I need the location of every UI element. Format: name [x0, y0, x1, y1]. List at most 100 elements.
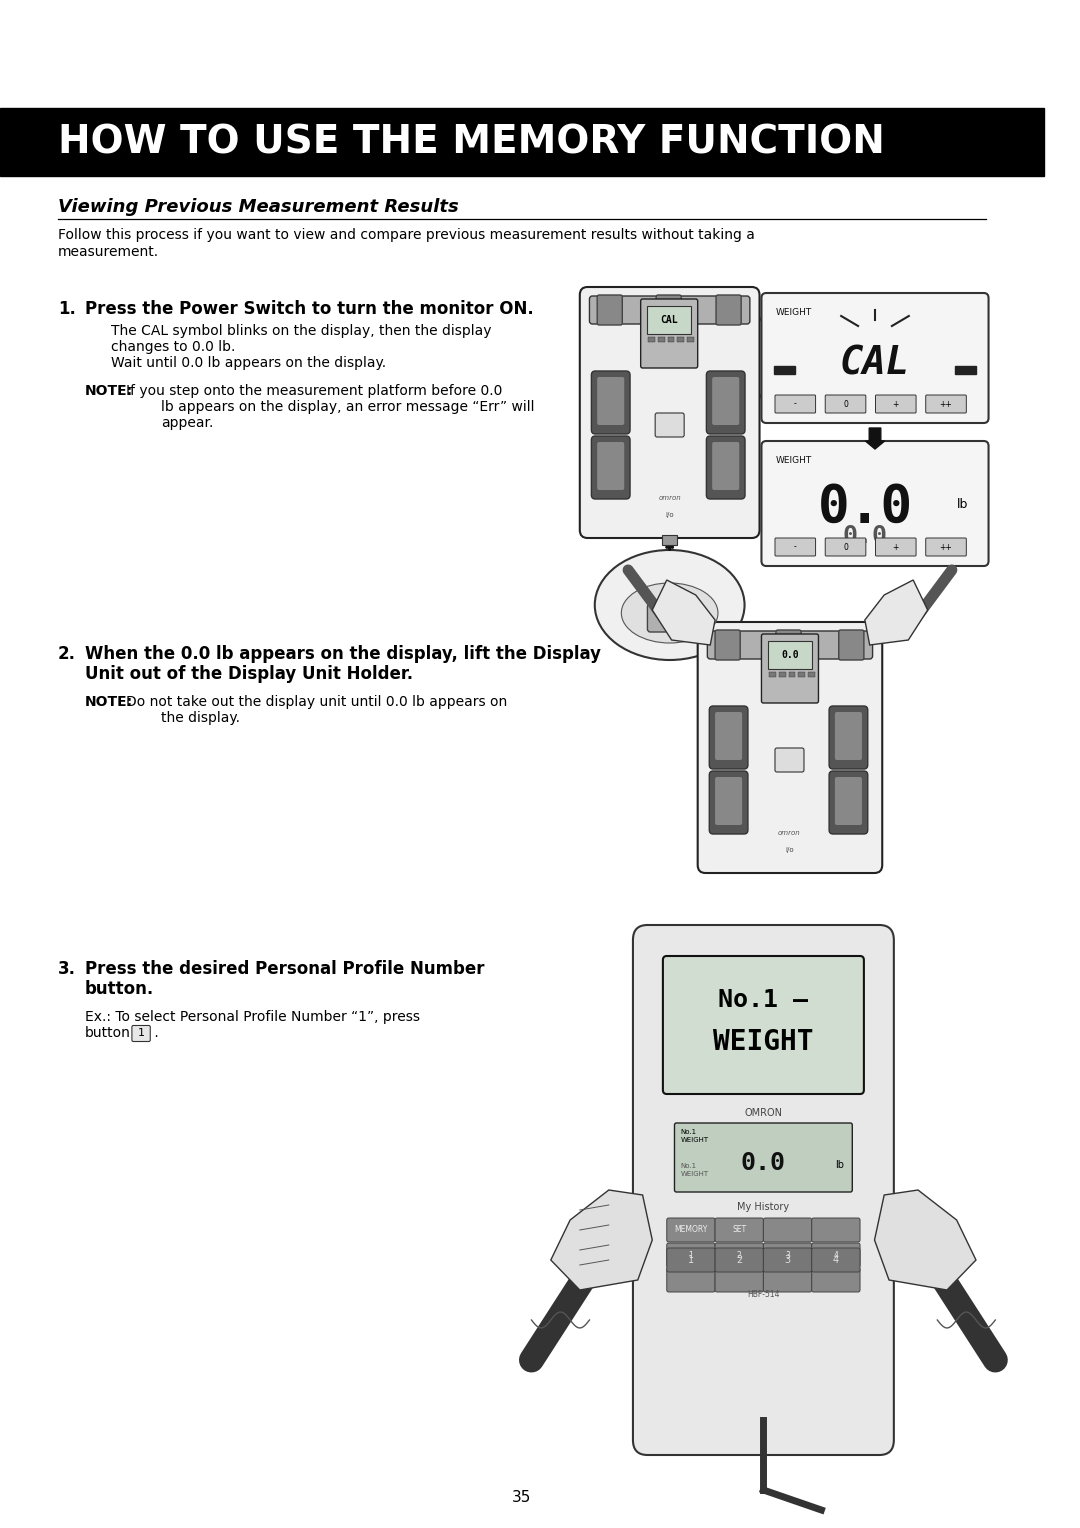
FancyBboxPatch shape — [761, 442, 988, 565]
Text: omron: omron — [778, 830, 801, 836]
Bar — [769, 672, 775, 677]
Text: The CAL symbol blinks on the display, then the display: The CAL symbol blinks on the display, th… — [111, 324, 491, 338]
Bar — [774, 367, 795, 374]
Text: MEMORY: MEMORY — [674, 1225, 707, 1235]
FancyBboxPatch shape — [775, 396, 815, 413]
Text: changes to 0.0 lb.: changes to 0.0 lb. — [111, 341, 235, 354]
Text: 35: 35 — [512, 1490, 531, 1505]
FancyBboxPatch shape — [592, 371, 630, 434]
FancyBboxPatch shape — [656, 413, 684, 437]
Text: Ex.: To select Personal Profile Number “1”, press: Ex.: To select Personal Profile Number “… — [85, 1010, 420, 1024]
Bar — [687, 338, 693, 342]
Bar — [658, 338, 665, 342]
Text: 2.: 2. — [58, 645, 76, 663]
FancyBboxPatch shape — [132, 1025, 150, 1042]
FancyBboxPatch shape — [761, 634, 819, 703]
Text: lb: lb — [957, 498, 968, 510]
Text: 0.0: 0.0 — [781, 649, 799, 660]
FancyBboxPatch shape — [710, 772, 748, 834]
FancyBboxPatch shape — [761, 293, 988, 423]
Text: 0.0: 0.0 — [842, 524, 888, 549]
Text: -: - — [794, 399, 797, 408]
Text: OMRON: OMRON — [744, 1108, 782, 1118]
FancyBboxPatch shape — [812, 1218, 860, 1242]
Text: My History: My History — [738, 1203, 789, 1212]
FancyBboxPatch shape — [706, 371, 745, 434]
FancyBboxPatch shape — [775, 630, 801, 660]
FancyBboxPatch shape — [715, 1242, 764, 1267]
FancyBboxPatch shape — [775, 749, 804, 772]
Bar — [955, 367, 976, 374]
Text: NOTE:: NOTE: — [85, 695, 133, 709]
Polygon shape — [551, 1190, 652, 1290]
FancyBboxPatch shape — [580, 287, 759, 538]
Text: HOW TO USE THE MEMORY FUNCTION: HOW TO USE THE MEMORY FUNCTION — [58, 122, 885, 160]
FancyBboxPatch shape — [926, 396, 967, 413]
Text: WEIGHT: WEIGHT — [713, 1028, 813, 1056]
Text: -: - — [794, 542, 797, 552]
Text: WEIGHT: WEIGHT — [680, 1137, 708, 1143]
Bar — [798, 672, 805, 677]
Text: 0: 0 — [843, 542, 848, 552]
Bar — [647, 306, 691, 335]
Text: CAL: CAL — [840, 344, 910, 382]
FancyBboxPatch shape — [825, 538, 866, 556]
FancyBboxPatch shape — [663, 957, 864, 1094]
Text: NOTE:: NOTE: — [85, 384, 133, 397]
Text: i/o: i/o — [665, 512, 674, 518]
FancyBboxPatch shape — [715, 1268, 764, 1293]
Text: measurement.: measurement. — [58, 244, 159, 260]
Text: No.1: No.1 — [680, 1163, 697, 1169]
FancyBboxPatch shape — [764, 1268, 812, 1293]
Text: button.: button. — [85, 979, 154, 998]
FancyBboxPatch shape — [926, 538, 967, 556]
Text: +: + — [892, 542, 899, 552]
FancyBboxPatch shape — [647, 604, 692, 633]
FancyBboxPatch shape — [657, 295, 681, 325]
Bar — [662, 535, 677, 545]
FancyBboxPatch shape — [716, 295, 741, 325]
FancyBboxPatch shape — [666, 1242, 715, 1267]
Text: 3: 3 — [785, 1250, 789, 1259]
Text: +: + — [892, 399, 899, 408]
FancyBboxPatch shape — [706, 435, 745, 500]
Text: Do not take out the display unit until 0.0 lb appears on: Do not take out the display unit until 0… — [125, 695, 507, 709]
Bar — [808, 672, 814, 677]
Text: SET: SET — [732, 1225, 746, 1235]
Text: 4: 4 — [834, 1250, 838, 1259]
Bar — [779, 672, 785, 677]
FancyBboxPatch shape — [812, 1248, 860, 1271]
FancyBboxPatch shape — [876, 538, 916, 556]
Text: No.1 –: No.1 – — [718, 989, 809, 1012]
Text: 3: 3 — [784, 1254, 791, 1265]
Text: Wait until 0.0 lb appears on the display.: Wait until 0.0 lb appears on the display… — [111, 356, 387, 370]
Bar — [0, 108, 1043, 176]
FancyBboxPatch shape — [812, 1242, 860, 1267]
Text: If you step onto the measurement platform before 0.0: If you step onto the measurement platfor… — [125, 384, 502, 397]
FancyArrow shape — [865, 428, 885, 449]
FancyBboxPatch shape — [839, 630, 864, 660]
Polygon shape — [652, 581, 715, 645]
FancyBboxPatch shape — [698, 622, 882, 872]
FancyBboxPatch shape — [829, 706, 867, 769]
FancyBboxPatch shape — [666, 1248, 715, 1271]
Text: .: . — [150, 1025, 159, 1041]
Text: Viewing Previous Measurement Results: Viewing Previous Measurement Results — [58, 199, 459, 215]
Text: 0: 0 — [843, 399, 848, 408]
Text: 3.: 3. — [58, 960, 76, 978]
Text: 2: 2 — [737, 1250, 742, 1259]
Text: omron: omron — [659, 495, 681, 501]
FancyBboxPatch shape — [715, 1248, 764, 1271]
FancyBboxPatch shape — [876, 396, 916, 413]
FancyBboxPatch shape — [775, 538, 815, 556]
Text: lb appears on the display, an error message “Err” will: lb appears on the display, an error mess… — [161, 400, 535, 414]
Bar — [677, 338, 684, 342]
Polygon shape — [875, 1190, 976, 1290]
Text: Press the desired Personal Profile Number: Press the desired Personal Profile Numbe… — [85, 960, 485, 978]
Bar — [648, 338, 656, 342]
Text: No.1: No.1 — [680, 1129, 697, 1135]
FancyBboxPatch shape — [597, 442, 624, 490]
Text: 4: 4 — [833, 1254, 839, 1265]
Text: When the 0.0 lb appears on the display, lift the Display: When the 0.0 lb appears on the display, … — [85, 645, 602, 663]
FancyBboxPatch shape — [707, 631, 873, 659]
